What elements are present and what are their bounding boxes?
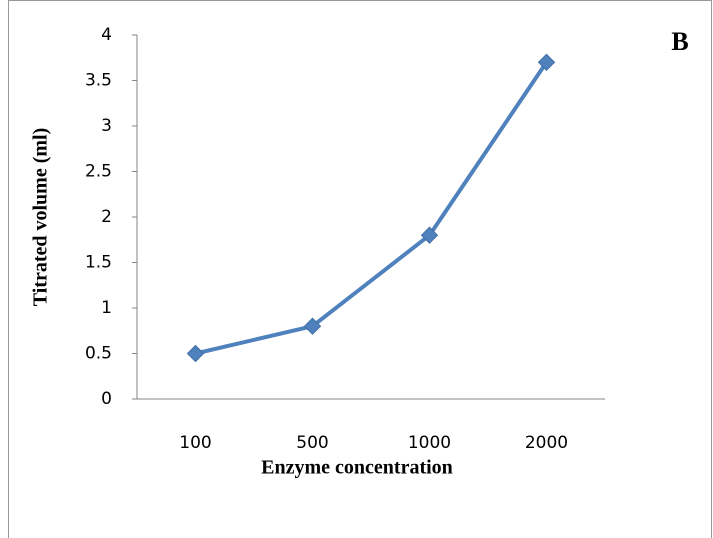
y-axis-label: Titrated volume (ml)	[30, 128, 52, 307]
marker	[537, 53, 556, 72]
y-tick-label: 3.5	[85, 71, 112, 91]
x-tick-label: 100	[179, 433, 211, 453]
annotation: B	[671, 27, 688, 56]
y-tick-label: 1.5	[85, 253, 112, 273]
x-tick-label: 2000	[525, 433, 568, 453]
y-tick-label: 0.5	[85, 344, 112, 364]
y-tick-label: 2.5	[85, 162, 112, 182]
marker	[420, 226, 439, 244]
marker	[186, 344, 205, 363]
y-tick-label: 2	[101, 207, 112, 227]
x-tick-label: 500	[296, 433, 328, 453]
y-tick-label: 0	[101, 389, 112, 409]
y-tick-label: 4	[101, 25, 112, 45]
y-tick-label: 1	[101, 298, 112, 318]
x-axis-label: Enzyme concentration	[261, 457, 453, 479]
line	[195, 61, 549, 356]
frame	[8, 0, 712, 538]
x-tick-label: 1000	[408, 433, 451, 453]
y-tick-label: 3	[101, 116, 112, 136]
marker	[303, 317, 322, 335]
